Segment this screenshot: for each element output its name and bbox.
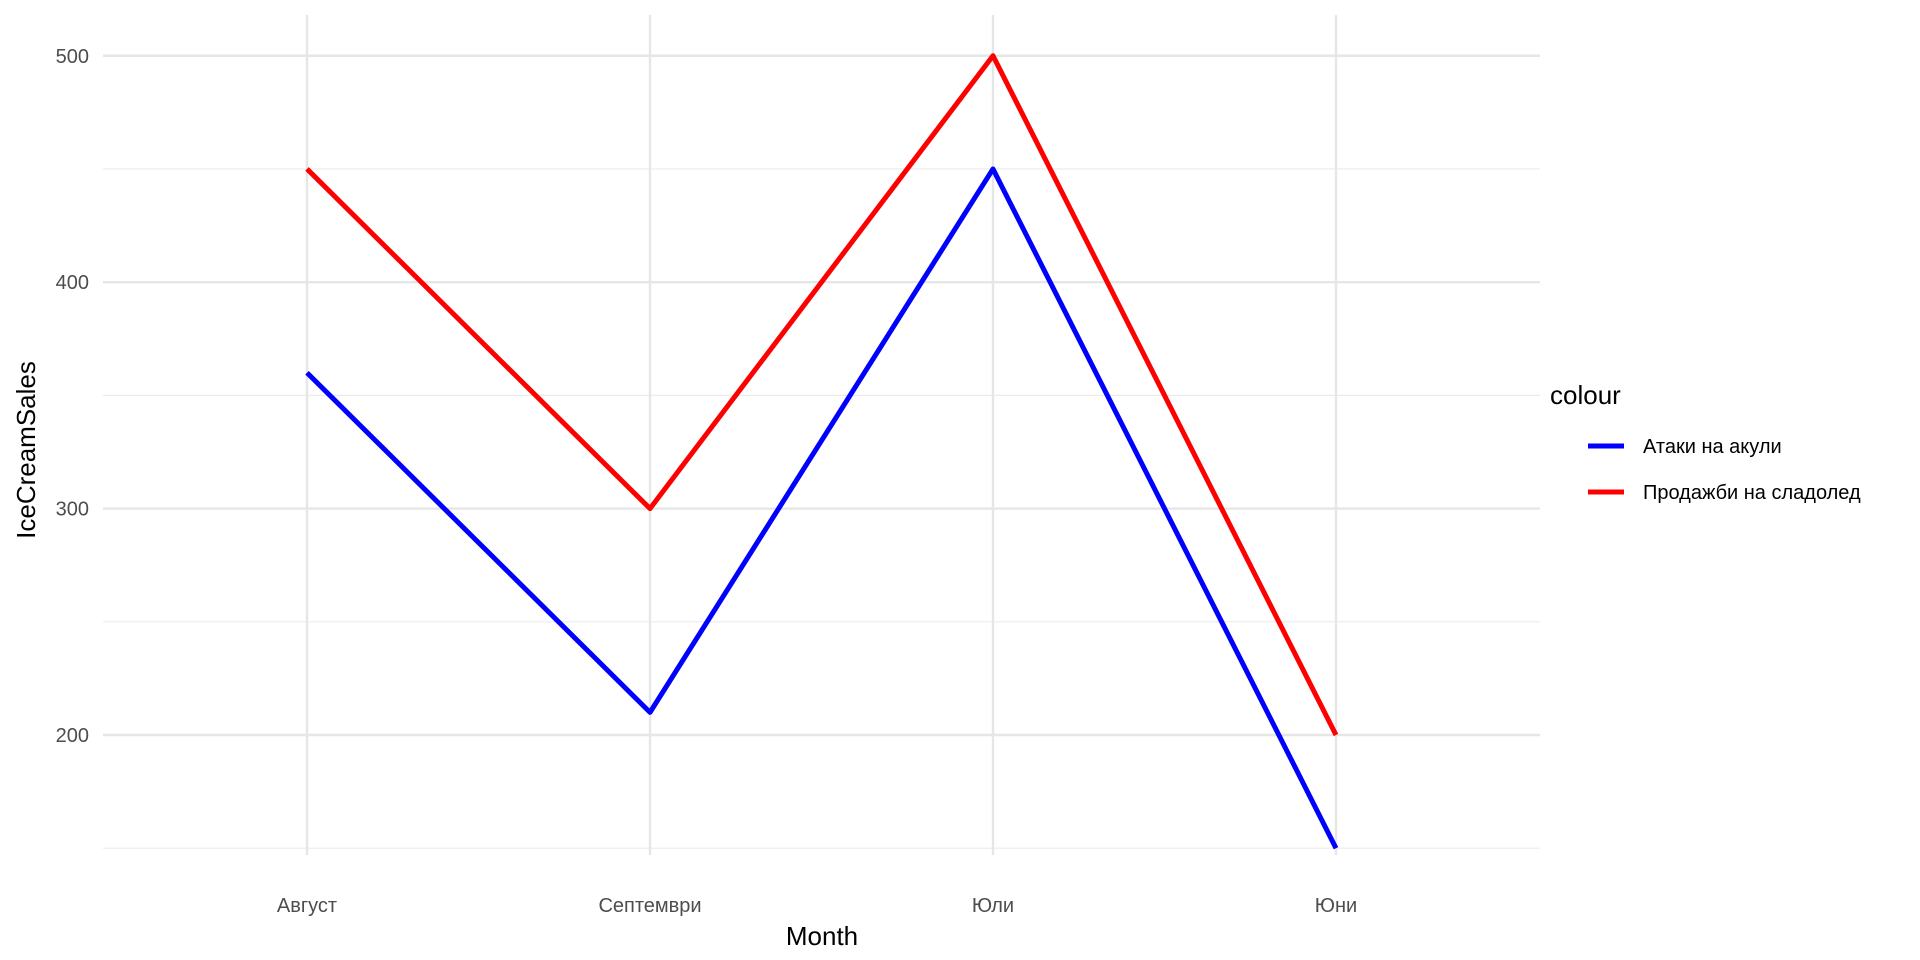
x-tick-label: Юли bbox=[972, 895, 1014, 917]
legend-item: Продажби на сладолед bbox=[1588, 482, 1861, 504]
series-lines bbox=[305, 53, 1339, 850]
x-axis-title: Month bbox=[786, 921, 858, 951]
y-tick-label: 200 bbox=[56, 725, 89, 747]
series-line-2 bbox=[305, 53, 1339, 737]
y-axis-tick-labels: 200 300 400 500 bbox=[56, 46, 89, 747]
minor-gridlines bbox=[103, 168, 1540, 849]
legend-item: Атаки на акули bbox=[1588, 436, 1782, 458]
legend-items: Атаки на акули Продажби на сладолед bbox=[1588, 436, 1861, 504]
y-tick-label: 500 bbox=[56, 46, 89, 68]
legend-label: Продажби на сладолед bbox=[1643, 482, 1861, 504]
legend-title: colour bbox=[1550, 380, 1621, 410]
y-tick-label: 400 bbox=[56, 272, 89, 294]
legend: colour Атаки на акули Продажби на сладоле… bbox=[1550, 380, 1861, 504]
series-line-1 bbox=[305, 166, 1339, 850]
major-gridlines bbox=[103, 15, 1540, 855]
x-tick-label: Юни bbox=[1315, 895, 1357, 917]
y-tick-label: 300 bbox=[56, 499, 89, 521]
x-tick-label: Септември bbox=[598, 895, 701, 917]
x-tick-label: Август bbox=[277, 895, 337, 917]
y-axis-title: IceCreamSales bbox=[11, 361, 41, 539]
legend-label: Атаки на акули bbox=[1643, 436, 1782, 458]
x-axis-tick-labels: Август Септември Юли Юни bbox=[277, 895, 1357, 917]
